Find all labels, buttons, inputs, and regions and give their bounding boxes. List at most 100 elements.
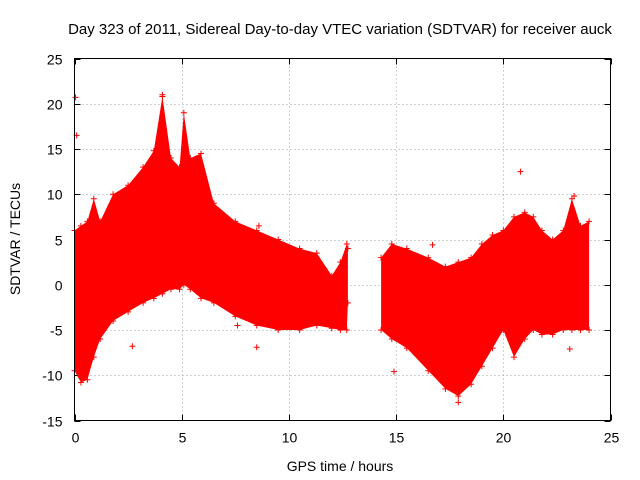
edge-point	[313, 250, 320, 257]
y-tick-label: 15	[47, 142, 63, 158]
edge-point	[150, 147, 157, 154]
edge-point	[378, 327, 385, 333]
edge-point	[159, 290, 166, 297]
edge-point	[560, 327, 567, 333]
edge-point	[210, 200, 217, 207]
y-tick-label: -15	[42, 414, 62, 430]
edge-point	[343, 241, 350, 248]
outlier-point	[455, 399, 462, 406]
x-tick-label: 10	[282, 430, 298, 446]
outlier-point	[234, 322, 241, 329]
x-tick-label: 5	[179, 430, 187, 446]
edge-point	[530, 213, 537, 220]
edge-point	[577, 327, 584, 333]
edge-point	[478, 241, 485, 248]
y-tick-label: 10	[47, 187, 63, 203]
edge-point	[150, 295, 157, 302]
edge-point	[500, 327, 507, 333]
edge-point	[521, 336, 528, 343]
edge-point	[187, 286, 194, 293]
edge-point	[253, 322, 260, 329]
edge-point	[313, 322, 320, 329]
edge-point	[442, 385, 449, 392]
edge-point	[176, 164, 183, 171]
edge-point	[388, 241, 395, 248]
y-tick-label: 0	[55, 278, 63, 294]
edge-point	[344, 245, 351, 252]
edge-point	[180, 281, 187, 288]
edge-point	[403, 345, 410, 352]
edge-point	[187, 155, 194, 162]
edge-point	[549, 331, 556, 338]
edge-point	[140, 164, 147, 171]
edge-point	[97, 336, 104, 343]
edge-point	[110, 317, 117, 324]
edge-point	[442, 263, 449, 270]
edge-point	[140, 299, 147, 306]
outlier-point	[517, 168, 524, 175]
edge-point	[275, 236, 282, 243]
dense-data-segment-1	[74, 96, 348, 383]
edge-point	[538, 331, 545, 338]
edge-point	[275, 327, 282, 333]
outlier-point	[159, 91, 166, 98]
dense-data-segment-2	[381, 198, 590, 397]
edge-point	[568, 327, 575, 333]
edge-point	[343, 327, 350, 333]
edge-point	[210, 299, 217, 306]
edge-point	[478, 363, 485, 370]
edge-point	[90, 195, 97, 202]
edge-point	[586, 218, 593, 225]
edge-point	[425, 254, 432, 261]
edge-point	[403, 245, 410, 252]
edge-point	[337, 327, 344, 333]
edge-point	[521, 209, 528, 216]
edge-point	[328, 272, 335, 279]
edge-point	[425, 367, 432, 374]
edge-point	[468, 254, 475, 261]
x-tick-label: 15	[389, 430, 405, 446]
edge-point	[232, 313, 239, 320]
edge-point	[253, 227, 260, 234]
edge-point	[586, 327, 593, 333]
y-tick-label: -5	[50, 323, 63, 339]
edge-point	[511, 213, 518, 220]
edge-point	[176, 286, 183, 293]
edge-point	[110, 191, 117, 198]
plot-frame	[74, 58, 611, 421]
edge-point	[328, 325, 335, 332]
x-tick-labels: 0 5 10 15 20 25	[72, 430, 620, 446]
outlier-point	[72, 94, 79, 101]
y-tick-label: 25	[47, 52, 63, 68]
edge-point	[468, 381, 475, 388]
outlier-point	[253, 344, 260, 351]
edge-point	[538, 227, 545, 234]
edge-point	[77, 379, 84, 386]
edge-point	[84, 218, 91, 225]
edge-point	[197, 150, 204, 157]
x-tick-label: 0	[72, 430, 80, 446]
chart-title: Day 323 of 2011, Sidereal Day-to-day VTE…	[68, 21, 612, 38]
edge-point	[500, 227, 507, 234]
y-tick-label: 5	[55, 233, 63, 249]
data-points	[71, 91, 593, 406]
edge-point	[296, 245, 303, 252]
edge-point	[296, 327, 303, 333]
edge-point	[232, 218, 239, 225]
edge-point	[344, 299, 351, 306]
x-tick-label: 25	[604, 430, 620, 446]
edge-point	[511, 354, 518, 361]
y-tick-label: -10	[42, 368, 62, 384]
edge-point	[489, 345, 496, 352]
edge-point	[167, 155, 174, 162]
edge-point	[97, 218, 104, 225]
edge-point	[560, 227, 567, 234]
outlier-point	[390, 368, 397, 375]
x-tick-label: 20	[496, 430, 512, 446]
y-axis-label: SDTVAR / TECUs	[7, 183, 23, 295]
edge-point	[455, 393, 462, 400]
edge-point	[77, 222, 84, 229]
edge-point	[167, 286, 174, 293]
outlier-point	[566, 346, 573, 353]
edge-point	[455, 259, 462, 266]
